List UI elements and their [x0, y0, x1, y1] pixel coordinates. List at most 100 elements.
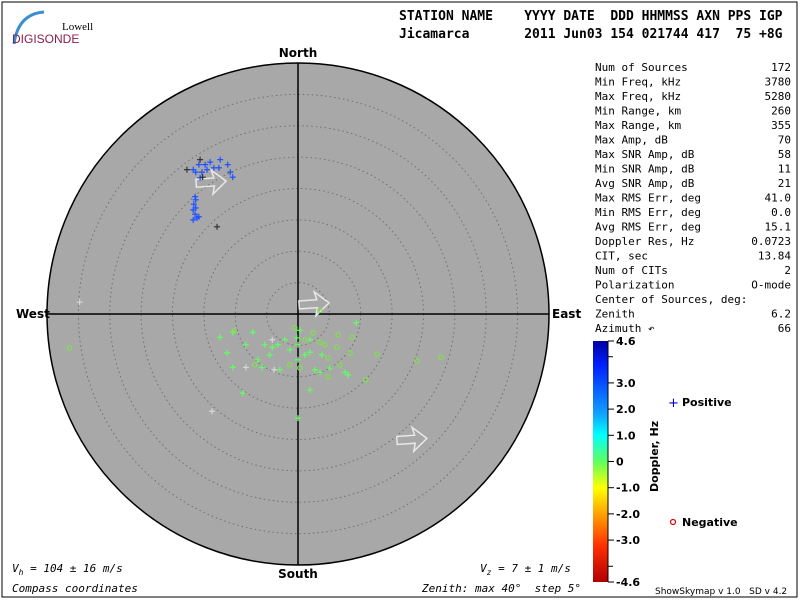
source-point-negative [335, 331, 341, 338]
stat-value: 0.0723 [751, 235, 791, 248]
stat-label: Center of Sources, deg: [595, 293, 747, 306]
source-point-positive [345, 371, 352, 378]
doppler-colorbar [593, 341, 608, 582]
source-point-positive [318, 351, 325, 358]
source-point-positive [281, 336, 288, 343]
stat-value: 11 [778, 163, 791, 176]
source-point-positive [195, 161, 202, 168]
source-point-positive [210, 164, 217, 171]
stat-row: Max Freq, kHz 5280 [595, 90, 791, 103]
source-point-negative [297, 365, 303, 371]
digisonde-logo: Lowell DIGISONDE [12, 10, 93, 46]
stat-row: CIT, sec 13.84 [595, 250, 791, 263]
stat-row: Min SNR Amp, dB 11 [595, 163, 791, 176]
stat-value: 6.2 [771, 308, 791, 321]
source-point-positive [295, 341, 301, 348]
stat-value: 66 [778, 322, 791, 335]
source-point-positive [306, 349, 313, 356]
stat-value: 70 [778, 134, 791, 147]
stat-row: Max Range, km 355 [595, 119, 791, 132]
source-point-positive [224, 161, 231, 168]
header-values: Jicamarca 2011 Jun03 154 021744 417 75 +… [399, 27, 783, 42]
source-point-positive [271, 366, 278, 373]
source-point-positive [215, 164, 222, 171]
source-points [66, 156, 444, 422]
source-point-negative [302, 336, 308, 343]
vertical-velocity: Vz = 7 ± 1 m/s [480, 562, 571, 577]
stat-label: Max Freq, kHz [595, 90, 681, 103]
source-point-negative [317, 339, 323, 346]
source-point-positive [183, 166, 190, 173]
stat-label: Max Amp, dB [595, 134, 668, 147]
source-point-positive [353, 319, 360, 326]
svg-text:DIGISONDE: DIGISONDE [12, 32, 79, 46]
velocity-arrow [395, 425, 429, 454]
source-point-positive [199, 174, 206, 181]
source-point-positive [269, 336, 276, 343]
source-point-positive [306, 336, 313, 343]
colorbar-tick-label: -1.0 [616, 482, 640, 495]
source-point-positive [204, 166, 211, 173]
source-point-negative [337, 362, 343, 368]
source-point-positive [311, 366, 318, 373]
stat-value: 5280 [765, 90, 792, 103]
source-point-negative [66, 345, 73, 351]
stat-value: 260 [771, 105, 791, 118]
stat-row: Num of CITs 2 [595, 264, 791, 277]
source-point-positive [342, 369, 349, 376]
source-point-positive [229, 174, 236, 181]
stat-label: Avg SNR Amp, dB [595, 177, 695, 190]
source-point-negative [251, 362, 258, 368]
stat-label: Polarization [595, 279, 674, 292]
svg-text:Lowell: Lowell [62, 21, 93, 33]
source-point-positive [301, 351, 308, 358]
label-west: West [16, 307, 50, 321]
source-point-positive [269, 344, 276, 351]
source-point-negative [231, 328, 237, 334]
source-point-negative [334, 344, 340, 351]
source-point-negative [362, 377, 369, 383]
coordinate-system: Compass coordinates [12, 582, 138, 595]
source-point-positive [190, 206, 197, 213]
source-point-positive [295, 356, 301, 363]
source-point-positive [192, 169, 199, 176]
source-point-positive [296, 327, 303, 334]
stat-row: Center of Sources, deg: [595, 293, 747, 306]
colorbar-tick-label: 3.0 [616, 377, 636, 390]
source-point-positive [190, 201, 197, 208]
colorbar-tick-label: -2.0 [616, 508, 640, 521]
label-east: East [552, 307, 581, 321]
source-point-positive [190, 216, 197, 223]
stat-label: Num of Sources [595, 61, 688, 74]
zenith-scale: Zenith: max 40° step 5° [421, 582, 581, 595]
stat-row: Azimuth ↶ 66 [595, 322, 791, 335]
stat-value: 2 [784, 264, 791, 277]
stat-value: 58 [778, 148, 791, 161]
source-point-negative [374, 351, 380, 357]
stat-row: Polarization O-mode [595, 279, 791, 292]
circle-icon [669, 518, 677, 526]
source-point-positive [286, 346, 293, 353]
stat-label: Min RMS Err, deg [595, 206, 701, 219]
stat-label: Doppler Res, Hz [595, 235, 694, 248]
source-point-positive [261, 341, 268, 348]
stat-row: Max SNR Amp, dB 58 [595, 148, 791, 161]
source-point-negative [347, 350, 353, 356]
source-point-positive [239, 390, 246, 397]
source-point-negative [438, 354, 444, 361]
plus-icon: + [668, 396, 679, 411]
source-point-positive [224, 349, 231, 356]
stat-value: 13.84 [758, 250, 791, 263]
stat-label: Max RMS Err, deg [595, 192, 701, 205]
source-point-positive [316, 369, 323, 376]
source-point-positive [327, 364, 334, 371]
svg-text:Negative: Negative [682, 516, 738, 529]
colorbar-tick-label: 0 [616, 456, 624, 469]
stat-value: 3780 [765, 76, 792, 89]
source-point-negative [287, 362, 293, 368]
source-point-positive [195, 213, 202, 220]
source-point-positive [249, 329, 256, 336]
source-point-positive [254, 356, 261, 363]
source-point-positive [274, 341, 281, 348]
source-point-positive [214, 223, 221, 230]
